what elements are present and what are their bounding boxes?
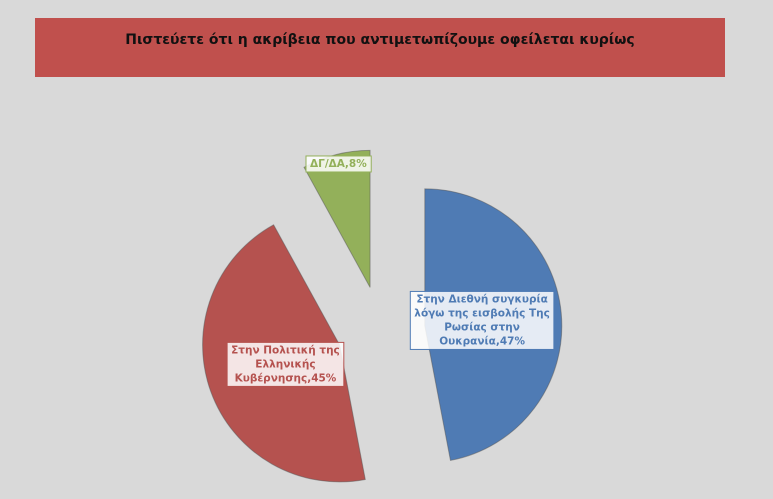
- data-label-line: Κυβέρνησης,45%: [235, 372, 337, 384]
- data-label-line: Ελληνικής: [255, 358, 315, 370]
- data-label-line: λόγω της εισβολής Της: [414, 307, 550, 319]
- data-label-text: Στην Διεθνή συγκυρία λόγω της εισβολής Τη…: [414, 293, 550, 347]
- data-label: Στην Διεθνή συγκυρία λόγω της εισβολής Τη…: [409, 290, 555, 350]
- data-label: ΔΓ/ΔΑ,8%: [305, 155, 372, 173]
- data-label-line: Ουκρανία,47%: [439, 335, 525, 347]
- pie-slice: [303, 149, 371, 288]
- data-label-text: Στην Πολιτική της Ελληνικής Κυβέρνησης,45%: [231, 344, 340, 384]
- data-label-text: ΔΓ/ΔΑ,8%: [310, 158, 367, 170]
- data-label-line: Στην Πολιτική της: [231, 344, 340, 356]
- data-label-box: [409, 290, 555, 350]
- data-label: Στην Πολιτική της Ελληνικής Κυβέρνησης,45%: [226, 341, 345, 387]
- title-bar: [35, 18, 725, 77]
- data-label-line: Στην Διεθνή συγκυρία: [416, 293, 548, 305]
- data-label-box: [226, 341, 345, 387]
- data-label-line: ΔΓ/ΔΑ,8%: [310, 158, 367, 170]
- data-label-line: Ρωσίας στην: [444, 321, 520, 333]
- data-label-box: [305, 155, 372, 173]
- chart-title: Πιστεύετε ότι η ακρίβεια που αντιμετωπίζ…: [125, 32, 634, 48]
